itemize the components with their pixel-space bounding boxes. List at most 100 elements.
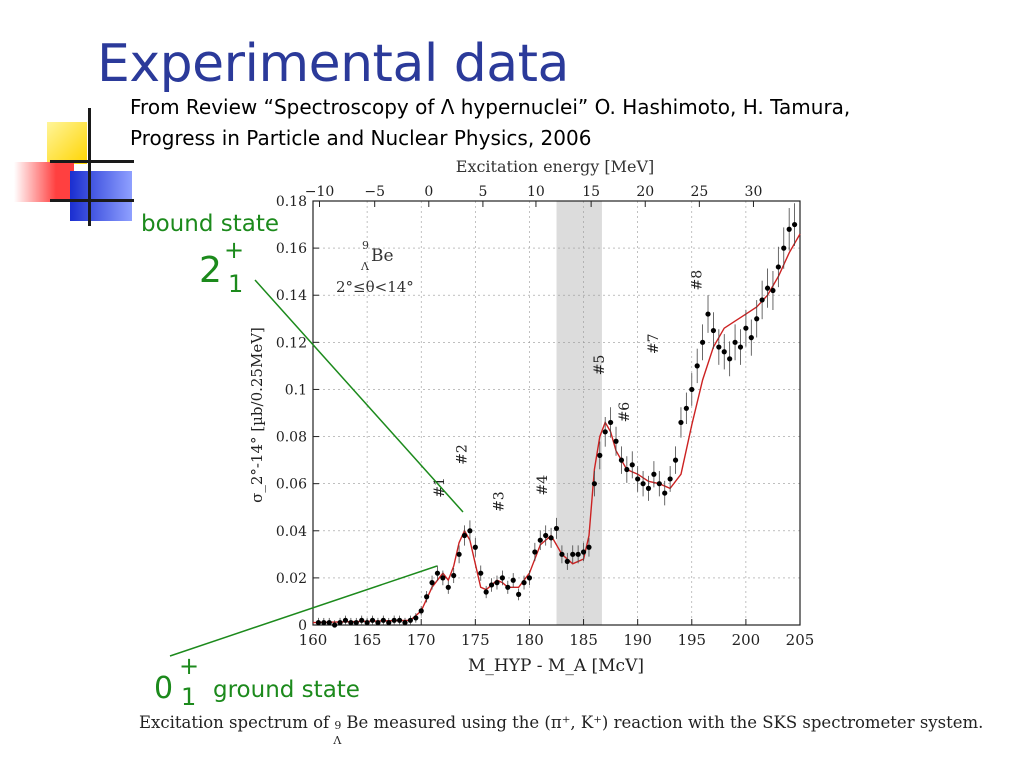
slide-title: Experimental data [97,34,569,94]
state-2-sub: 1 [228,270,244,298]
inset-nucleus: Be [371,246,394,266]
data-point [667,476,673,482]
data-point [791,221,798,228]
y-tick-label: 0 [298,618,307,634]
top-tick-label: 25 [690,184,708,200]
data-point [710,327,717,334]
top-tick-label: −10 [305,184,335,200]
caption-pre: Excitation spectrum of [139,713,335,732]
x-tick-label: 165 [353,631,382,649]
data-point [478,570,484,576]
data-point [656,481,662,487]
x-tick-label: 185 [569,631,598,649]
data-point [591,481,597,487]
data-point [748,335,754,341]
data-point [716,344,722,350]
ground-state-label: ground state [213,677,360,703]
state-0-main: 0 [154,671,174,706]
top-tick-label: 20 [636,184,654,200]
data-point [472,544,478,550]
data-point [483,589,489,595]
caption-sup: 9 [334,719,342,732]
data-point [543,532,549,539]
data-point [651,471,657,477]
data-point [315,620,322,626]
top-tick-label: 0 [424,184,433,200]
data-point [624,466,630,473]
data-point [510,577,516,583]
deco-horizontal-line-1 [50,160,134,163]
data-point [375,620,381,626]
y-tick-label: 0.08 [276,430,307,446]
data-point [461,532,468,539]
data-point [348,620,354,626]
data-point [488,582,495,588]
x-tick-label: 195 [677,631,706,649]
data-point [434,570,441,576]
inset-nucleus-sup: 9 [362,239,369,252]
bound-state-label: bound state [141,211,279,237]
peak-label: #7 [646,333,662,354]
data-point [407,617,413,623]
x-tick-label: 175 [461,631,490,649]
data-point [505,584,511,590]
x-tick-label: 205 [786,631,815,649]
y-tick-label: 0.14 [276,288,307,304]
y-axis-label: σ_2°-14° [µb/0.25MeV] [248,327,266,503]
peak-label: #8 [690,270,706,291]
data-point [754,316,760,322]
peak-label: #4 [535,475,551,496]
data-point [440,575,446,581]
data-point [353,620,359,626]
data-point [608,419,614,426]
data-point [721,349,727,355]
data-point [662,490,668,496]
data-point [564,558,570,565]
data-point [786,226,792,232]
data-point [640,481,646,487]
y-tick-label: 0.1 [285,382,307,398]
deco-yellow-square [47,122,87,164]
caption-post: Be measured using the (π⁺, K⁺) reaction … [346,713,984,732]
data-point [429,580,435,586]
data-point [781,245,787,251]
data-point [678,419,684,426]
top-axis-title: Excitation energy [MeV] [456,157,654,176]
data-point [705,311,711,317]
data-point [445,584,451,590]
reference-line-2: Progress in Particle and Nuclear Physics… [130,126,592,150]
data-point [586,544,592,550]
state-2-main: 2 [199,250,222,291]
deco-blue-square [70,171,132,221]
data-point [737,344,744,350]
data-point [332,622,338,628]
data-point [629,462,635,468]
data-point [743,325,749,331]
data-point [732,339,738,345]
y-tick-label: 0.06 [276,477,307,493]
data-point [364,620,370,626]
data-point [342,617,349,623]
data-point [759,297,765,303]
y-tick-label: 0.16 [276,241,307,257]
data-point [672,457,679,463]
data-point [494,580,500,586]
inset-angle: 2°≤θ<14° [336,278,414,296]
data-point [694,363,700,369]
x-tick-label: 170 [407,631,436,649]
data-point [326,620,332,626]
data-point [321,620,327,626]
y-tick-label: 0.12 [276,335,307,351]
x-tick-label: 190 [623,631,652,649]
data-point [467,528,473,534]
data-point [456,551,462,557]
top-tick-label: 30 [745,184,763,200]
data-point [618,457,625,463]
pointer-line-bound [254,279,464,513]
data-point [602,429,608,435]
data-point [521,580,527,586]
data-point [645,485,652,491]
data-point [391,617,397,623]
state-0-sup: + [179,652,200,680]
